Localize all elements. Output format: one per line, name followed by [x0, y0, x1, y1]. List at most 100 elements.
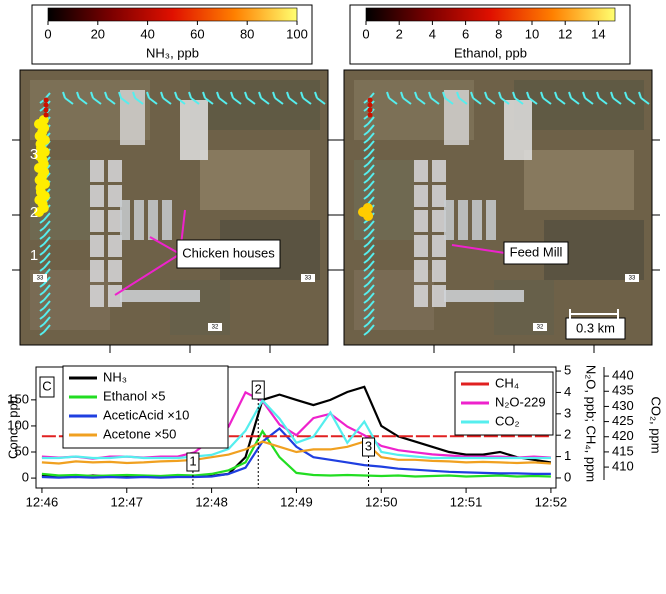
map-building: [120, 290, 200, 302]
plume-dot: [44, 113, 49, 118]
map-building: [180, 100, 208, 160]
map-building: [458, 200, 468, 240]
x-tick-label: 12:52: [535, 494, 568, 509]
colorbar-tick-label: 40: [140, 26, 154, 41]
legend-label: Ethanol ×5: [103, 388, 166, 403]
map-building: [90, 160, 104, 182]
y3-tick-label: 420: [612, 428, 634, 443]
y2-tick-label: 3: [564, 405, 571, 420]
y2-axis-label: N₂O, ppb; CH₄, ppm: [584, 365, 599, 482]
map-building: [134, 200, 144, 240]
map-building: [444, 200, 454, 240]
colorbar: [366, 8, 615, 21]
map-field: [190, 80, 320, 130]
plume-dot: [44, 103, 49, 108]
plume-dot: [363, 211, 373, 221]
map-building: [414, 160, 428, 182]
y3-tick-label: 430: [612, 398, 634, 413]
map-building: [90, 210, 104, 232]
map-building: [90, 285, 104, 307]
colorbar-label: NH₃, ppb: [146, 45, 199, 60]
colorbar-tick-label: 20: [91, 26, 105, 41]
colorbar-tick-label: 60: [190, 26, 204, 41]
plume-dot: [368, 108, 373, 113]
map-building: [432, 235, 446, 257]
x-tick-label: 12:46: [26, 494, 59, 509]
callout-label: Chicken houses: [182, 245, 275, 260]
x-tick-label: 12:51: [450, 494, 483, 509]
x-tick-label: 12:49: [280, 494, 313, 509]
y3-tick-label: 415: [612, 443, 634, 458]
map-building: [414, 285, 428, 307]
y3-tick-label: 410: [612, 459, 634, 474]
y2-tick-label: 0: [564, 469, 571, 484]
callout-label: Feed Mill: [510, 244, 563, 259]
map-building: [90, 235, 104, 257]
map-building: [504, 100, 532, 160]
colorbar-tick-label: 4: [429, 26, 436, 41]
plume-dot: [368, 113, 373, 118]
road-label: 32: [212, 325, 219, 331]
colorbar-label: Ethanol, ppb: [454, 45, 527, 60]
map-building: [108, 185, 122, 207]
y2-tick-label: 5: [564, 362, 571, 377]
legend-label: CO₂: [495, 413, 520, 428]
road-label: 32: [537, 325, 544, 331]
map-building: [414, 185, 428, 207]
legend-label: N₂O-229: [495, 394, 546, 409]
pass-label: 1: [30, 247, 38, 264]
annotation-label: 2: [255, 381, 262, 396]
road-label: 33: [305, 276, 312, 282]
colorbar-tick-label: 14: [591, 26, 605, 41]
pass-label: 2: [30, 204, 38, 221]
plume-dot: [368, 103, 373, 108]
colorbar-tick-label: 8: [495, 26, 502, 41]
map-building: [432, 210, 446, 232]
road-label: 33: [629, 276, 636, 282]
plume-dot: [368, 98, 373, 103]
y2-tick-label: 2: [564, 427, 571, 442]
map-building: [432, 160, 446, 182]
x-tick-label: 12:47: [110, 494, 143, 509]
y-axis-label: Conc., ppb: [5, 396, 20, 459]
map-field: [514, 80, 644, 130]
map-field: [354, 160, 414, 240]
colorbar-tick-label: 0: [44, 26, 51, 41]
x-tick-label: 12:48: [195, 494, 228, 509]
plume-dot: [44, 108, 49, 113]
x-tick-label: 12:50: [365, 494, 398, 509]
scale-bar-label: 0.3 km: [576, 320, 615, 335]
annotation-label: 1: [189, 453, 196, 468]
map-building: [432, 185, 446, 207]
map-field: [524, 150, 634, 210]
map-building: [414, 235, 428, 257]
colorbar-tick-label: 10: [525, 26, 539, 41]
colorbar-tick-label: 0: [362, 26, 369, 41]
map-building: [444, 90, 469, 145]
legend-label: Acetone ×50: [103, 426, 176, 441]
annotation-label: 3: [365, 438, 372, 453]
map-building: [108, 260, 122, 282]
y3-axis-label: CO₂, ppm: [649, 396, 664, 453]
map-building: [90, 260, 104, 282]
map-building: [108, 160, 122, 182]
map-building: [444, 290, 524, 302]
map-building: [148, 200, 158, 240]
y-tick-label: 0: [22, 470, 29, 485]
legend-label: CH₄: [495, 375, 519, 390]
figure: 020406080100NH₃, ppb02468101214Ethanol, …: [0, 0, 666, 594]
map-building: [432, 260, 446, 282]
map-building: [432, 285, 446, 307]
y3-tick-label: 425: [612, 413, 634, 428]
y3-tick-label: 440: [612, 368, 634, 383]
map-building: [486, 200, 496, 240]
map-building: [120, 200, 130, 240]
road-label: 33: [37, 276, 44, 282]
map-building: [162, 200, 172, 240]
map-building: [90, 185, 104, 207]
plume-dot: [44, 98, 49, 103]
map-building: [414, 260, 428, 282]
colorbar-tick-label: 2: [396, 26, 403, 41]
map-building: [414, 210, 428, 232]
colorbar: [48, 8, 297, 21]
